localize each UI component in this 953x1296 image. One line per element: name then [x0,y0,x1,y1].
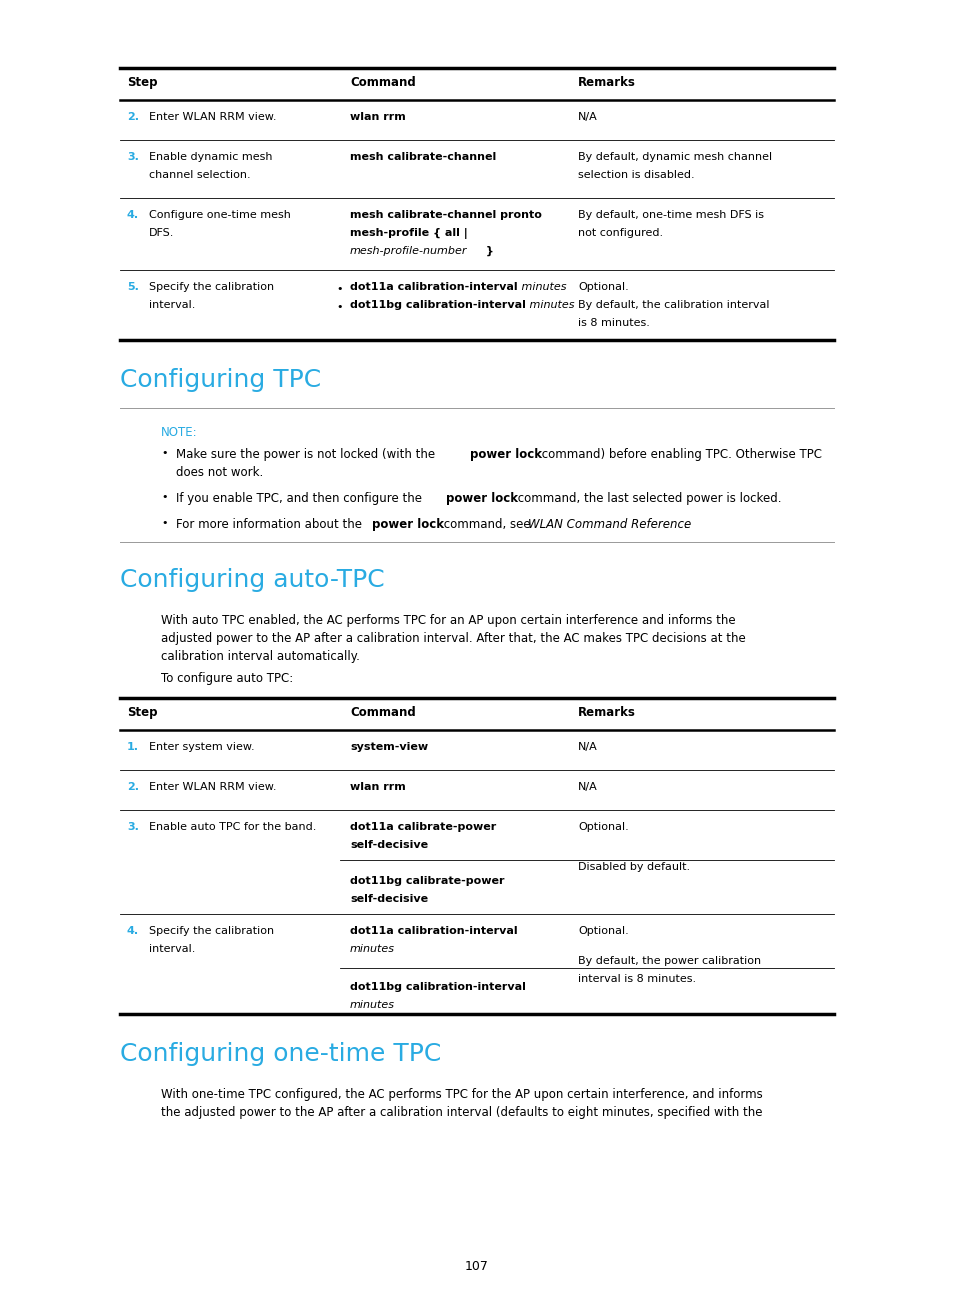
Text: By default, dynamic mesh channel: By default, dynamic mesh channel [578,152,771,162]
Text: Configure one-time mesh: Configure one-time mesh [149,210,291,220]
Text: Enable dynamic mesh: Enable dynamic mesh [149,152,273,162]
Text: interval.: interval. [149,943,195,954]
Text: If you enable TPC, and then configure the: If you enable TPC, and then configure th… [175,492,425,505]
Text: Command: Command [350,706,416,719]
Text: wlan rrm: wlan rrm [350,781,405,792]
Text: the adjusted power to the AP after a calibration interval (defaults to eight min: the adjusted power to the AP after a cal… [161,1105,761,1118]
Text: self-decisive: self-decisive [350,840,428,850]
Text: Optional.: Optional. [578,283,628,292]
Text: dot11bg calibration-interval: dot11bg calibration-interval [350,982,525,991]
Text: }: } [481,246,494,257]
Text: selection is disabled.: selection is disabled. [578,170,694,180]
Text: power lock: power lock [372,518,443,531]
Text: •: • [161,448,168,457]
Text: command, see: command, see [439,518,534,531]
Text: •: • [335,284,342,294]
Text: 4.: 4. [127,210,139,220]
Text: channel selection.: channel selection. [149,170,251,180]
Text: N/A: N/A [578,781,598,792]
Text: dot11bg calibration-interval: dot11bg calibration-interval [350,299,525,310]
Text: DFS.: DFS. [149,228,174,238]
Text: Configuring one-time TPC: Configuring one-time TPC [120,1042,441,1067]
Text: Disabled by default.: Disabled by default. [578,862,689,872]
Text: Step: Step [127,706,157,719]
Text: Specify the calibration: Specify the calibration [149,283,274,292]
Text: .: . [683,518,687,531]
Text: For more information about the: For more information about the [175,518,365,531]
Text: minutes: minutes [350,1001,395,1010]
Text: interval.: interval. [149,299,195,310]
Text: minutes: minutes [517,283,566,292]
Text: minutes: minutes [350,943,395,954]
Text: mesh-profile-number: mesh-profile-number [350,246,467,257]
Text: command) before enabling TPC. Otherwise TPC: command) before enabling TPC. Otherwise … [537,448,821,461]
Text: interval is 8 minutes.: interval is 8 minutes. [578,975,696,984]
Text: Remarks: Remarks [578,76,636,89]
Text: Configuring TPC: Configuring TPC [120,368,321,391]
Text: Enter WLAN RRM view.: Enter WLAN RRM view. [149,781,276,792]
Text: •: • [335,302,342,312]
Text: By default, the calibration interval: By default, the calibration interval [578,299,769,310]
Text: By default, the power calibration: By default, the power calibration [578,956,760,966]
Text: N/A: N/A [578,743,598,752]
Text: mesh calibrate-channel: mesh calibrate-channel [350,152,496,162]
Text: Remarks: Remarks [578,706,636,719]
Text: power lock: power lock [446,492,517,505]
Text: WLAN Command Reference: WLAN Command Reference [527,518,691,531]
Text: wlan rrm: wlan rrm [350,111,405,122]
Text: Enter system view.: Enter system view. [149,743,254,752]
Text: dot11a calibrate-power: dot11a calibrate-power [350,822,496,832]
Text: not configured.: not configured. [578,228,662,238]
Text: 4.: 4. [127,927,139,936]
Text: •: • [161,492,168,502]
Text: 2.: 2. [127,111,139,122]
Text: minutes: minutes [525,299,574,310]
Text: 3.: 3. [127,152,139,162]
Text: 3.: 3. [127,822,139,832]
Text: Command: Command [350,76,416,89]
Text: Enable auto TPC for the band.: Enable auto TPC for the band. [149,822,316,832]
Text: •: • [161,518,168,527]
Text: is 8 minutes.: is 8 minutes. [578,318,649,328]
Text: adjusted power to the AP after a calibration interval. After that, the AC makes : adjusted power to the AP after a calibra… [161,632,745,645]
Text: Optional.: Optional. [578,822,628,832]
Text: Enter WLAN RRM view.: Enter WLAN RRM view. [149,111,276,122]
Text: To configure auto TPC:: To configure auto TPC: [161,673,293,686]
Text: system-view: system-view [350,743,428,752]
Text: dot11bg calibrate-power: dot11bg calibrate-power [350,876,504,886]
Text: Step: Step [127,76,157,89]
Text: dot11a calibration-interval: dot11a calibration-interval [350,283,517,292]
Text: With auto TPC enabled, the AC performs TPC for an AP upon certain interference a: With auto TPC enabled, the AC performs T… [161,614,735,627]
Text: NOTE:: NOTE: [161,426,197,439]
Text: mesh calibrate-channel pronto: mesh calibrate-channel pronto [350,210,541,220]
Text: calibration interval automatically.: calibration interval automatically. [161,651,359,664]
Text: power lock: power lock [470,448,541,461]
Text: 5.: 5. [127,283,139,292]
Text: does not work.: does not work. [175,467,263,480]
Text: Optional.: Optional. [578,927,628,936]
Text: command, the last selected power is locked.: command, the last selected power is lock… [514,492,781,505]
Text: N/A: N/A [578,111,598,122]
Text: By default, one-time mesh DFS is: By default, one-time mesh DFS is [578,210,763,220]
Text: Make sure the power is not locked (with the: Make sure the power is not locked (with … [175,448,438,461]
Text: dot11a calibration-interval: dot11a calibration-interval [350,927,517,936]
Text: With one-time TPC configured, the AC performs TPC for the AP upon certain interf: With one-time TPC configured, the AC per… [161,1089,762,1102]
Text: 2.: 2. [127,781,139,792]
Text: 1.: 1. [127,743,139,752]
Text: 107: 107 [464,1260,489,1273]
Text: Specify the calibration: Specify the calibration [149,927,274,936]
Text: mesh-profile { all |: mesh-profile { all | [350,228,467,238]
Text: self-decisive: self-decisive [350,894,428,905]
Text: Configuring auto-TPC: Configuring auto-TPC [120,568,384,592]
